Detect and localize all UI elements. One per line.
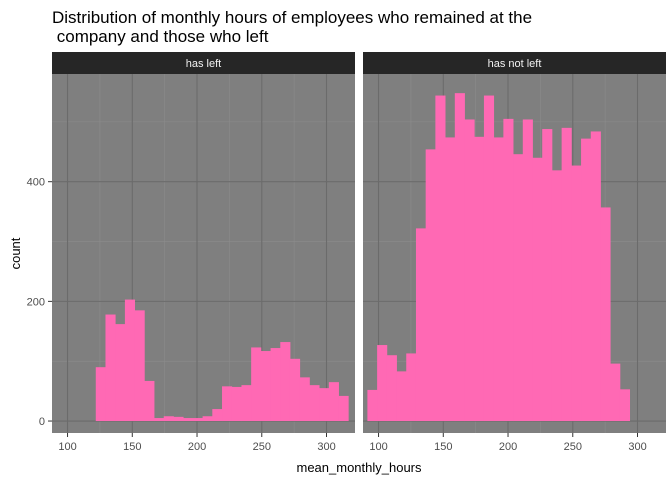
x-tick-label: 150 — [434, 441, 452, 453]
histogram-bar — [124, 299, 136, 422]
y-tick-label: 200 — [27, 296, 45, 308]
histogram-bar — [445, 137, 456, 422]
histogram-bar — [299, 377, 310, 422]
histogram-bar — [483, 95, 495, 422]
x-tick-label: 150 — [123, 441, 141, 453]
x-tick-label: 250 — [253, 441, 271, 453]
histogram-bar — [222, 386, 233, 422]
histogram-bar — [590, 131, 601, 422]
histogram-bar — [163, 416, 174, 422]
histogram-bar — [115, 324, 126, 422]
histogram-bar — [415, 228, 427, 422]
histogram-bar — [134, 310, 145, 422]
facet-strip-label: has not left — [488, 58, 542, 70]
histogram-bar — [251, 347, 262, 422]
histogram-bar — [571, 165, 582, 422]
y-tick-label: 400 — [27, 177, 45, 189]
histogram-bar — [581, 138, 592, 422]
histogram-bar — [386, 355, 397, 422]
histogram-bar — [173, 416, 184, 422]
histogram-bar — [183, 418, 194, 422]
histogram-bar — [202, 416, 213, 422]
facet-strip-label: has left — [186, 58, 221, 70]
histogram-bar — [513, 154, 524, 422]
histogram-bar — [309, 385, 320, 422]
histogram-bar — [192, 418, 203, 422]
histogram-bar — [154, 418, 165, 422]
histogram-bar — [619, 389, 631, 422]
histogram-bar — [270, 348, 281, 422]
histogram-bar — [367, 389, 378, 422]
histogram-bar — [464, 119, 475, 422]
histogram-bar — [319, 388, 330, 422]
histogram-bar — [435, 95, 446, 422]
histogram-bar — [377, 345, 388, 422]
histogram-bar — [105, 314, 116, 422]
histogram-bar — [144, 380, 155, 422]
histogram-bar — [522, 119, 533, 422]
y-axis-title: count — [8, 237, 23, 269]
histogram-bar — [532, 157, 543, 422]
histogram-bar — [542, 129, 553, 422]
chart-title: Distribution of monthly hours of employe… — [52, 8, 533, 46]
histogram-bar — [241, 385, 252, 422]
histogram-bar — [95, 367, 106, 422]
histogram-bar — [289, 358, 301, 422]
x-tick-label: 100 — [58, 441, 76, 453]
histogram-bar — [231, 386, 242, 422]
histogram-bar — [561, 127, 572, 422]
histogram-bar — [338, 395, 349, 422]
facet-strip — [52, 52, 355, 74]
y-tick-label: 0 — [39, 416, 45, 428]
x-axis-title: mean_monthly_hours — [296, 460, 422, 475]
histogram-bar — [551, 170, 563, 422]
histogram-bar — [260, 351, 271, 422]
histogram-bar — [454, 93, 465, 422]
x-tick-label: 200 — [499, 441, 517, 453]
x-tick-label: 300 — [317, 441, 335, 453]
histogram-bar — [474, 136, 485, 422]
x-tick-label: 200 — [188, 441, 206, 453]
histogram-bar — [212, 409, 223, 422]
histogram-bar — [493, 137, 504, 422]
histogram-bar — [600, 207, 611, 422]
histogram-bar — [425, 149, 436, 422]
x-tick-label: 300 — [628, 441, 646, 453]
histogram-bar — [280, 342, 291, 422]
histogram-bar — [406, 353, 417, 422]
x-tick-label: 250 — [564, 441, 582, 453]
facet-strip — [363, 52, 666, 74]
histogram-bar — [610, 363, 621, 422]
histogram-bar — [328, 382, 339, 422]
histogram-bar — [503, 118, 514, 422]
x-tick-label: 100 — [369, 441, 387, 453]
histogram-bar — [396, 371, 407, 422]
